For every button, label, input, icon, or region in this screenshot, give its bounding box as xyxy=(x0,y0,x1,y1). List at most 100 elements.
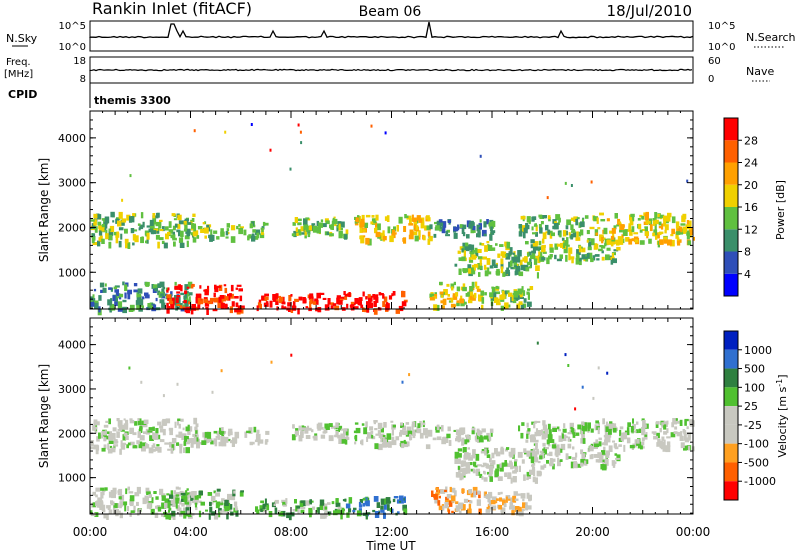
power-cell xyxy=(527,252,530,257)
velocity-cell xyxy=(517,493,521,496)
velocity-cell xyxy=(676,431,682,437)
velocity-cell xyxy=(209,438,212,442)
velocity-cell xyxy=(489,457,492,463)
velocity-cell xyxy=(354,422,359,425)
power-cell xyxy=(148,228,154,233)
power-cell xyxy=(581,254,586,260)
power-cell xyxy=(491,286,496,293)
power-cell xyxy=(117,220,122,227)
power-cell xyxy=(469,221,474,224)
velocity-cell xyxy=(136,486,141,494)
power-cell xyxy=(318,222,323,228)
velocity-cell xyxy=(680,442,685,449)
power-cell xyxy=(375,214,379,221)
sky-trace xyxy=(89,21,694,39)
velocity-cell xyxy=(340,428,345,431)
velocity-cell xyxy=(377,430,381,435)
velocity-cell xyxy=(481,449,485,452)
power-cell xyxy=(190,232,195,236)
velocity-cell xyxy=(572,446,575,450)
power-cell xyxy=(104,216,110,224)
power-cell xyxy=(98,295,102,301)
velocity-cell xyxy=(198,490,203,496)
velocity-cell xyxy=(102,488,105,496)
velocity-cell xyxy=(109,445,113,449)
time-axis-title: Time UT xyxy=(365,539,416,553)
power-cell xyxy=(590,257,594,263)
velocity-cell xyxy=(584,459,589,464)
velocity-colorbar-frame xyxy=(723,330,739,501)
power-cell xyxy=(560,242,565,248)
velocity-cell xyxy=(151,497,154,504)
velocity-cell xyxy=(521,459,525,464)
power-cell xyxy=(488,222,494,227)
velocity-cell xyxy=(447,502,451,505)
velocity-cell xyxy=(174,421,177,428)
velocity-cell xyxy=(572,432,576,438)
power-cell xyxy=(434,221,439,225)
power-cell xyxy=(362,307,365,312)
freq-left-label-2: [MHz] xyxy=(4,69,33,80)
power-cell xyxy=(652,220,656,226)
velocity-cell xyxy=(146,491,151,495)
power-cell xyxy=(117,301,123,309)
velocity-cell xyxy=(148,494,152,498)
power-cell xyxy=(213,292,216,298)
velocity-cell xyxy=(392,498,396,503)
velocity-cell xyxy=(476,499,481,506)
velocity-cell xyxy=(565,453,569,460)
velocity-cell xyxy=(183,513,187,519)
velocity-cell xyxy=(115,509,119,512)
power-cell xyxy=(229,293,232,297)
power-colorbar-tick-label: 4 xyxy=(744,268,751,281)
velocity-cell xyxy=(126,506,130,512)
power-cell xyxy=(338,300,343,305)
power-cell xyxy=(655,235,658,240)
power-cell xyxy=(593,216,598,222)
power-cell xyxy=(612,233,615,237)
velocity-cell xyxy=(300,431,304,438)
velocity-cell xyxy=(152,443,156,448)
power-cell xyxy=(161,288,165,293)
power-cell xyxy=(529,258,532,264)
velocity-cell xyxy=(227,493,232,500)
power-cell xyxy=(462,286,467,292)
velocity-cell xyxy=(356,510,362,517)
velocity-cell xyxy=(468,462,473,466)
power-cell xyxy=(370,221,376,225)
power-cell xyxy=(557,230,561,236)
velocity-cell xyxy=(341,439,346,444)
power-cell xyxy=(127,289,132,295)
velocity-cell xyxy=(117,428,123,431)
velocity-cell xyxy=(141,446,146,452)
freq-right-tick-top: 60 xyxy=(708,56,721,67)
velocity-cell xyxy=(95,494,98,498)
power-cell xyxy=(526,216,531,223)
velocity-cell xyxy=(325,430,328,434)
velocity-cell xyxy=(483,477,488,482)
velocity-cell xyxy=(424,435,429,439)
power-cell xyxy=(91,237,95,244)
power-cell xyxy=(170,304,175,309)
power-cell xyxy=(606,218,610,222)
power-cell xyxy=(633,232,639,235)
power-cell xyxy=(450,297,454,303)
velocity-cell xyxy=(133,505,136,513)
velocity-cell xyxy=(636,421,639,425)
power-cell xyxy=(316,292,321,299)
velocity-cell xyxy=(603,434,609,438)
power-cell xyxy=(146,225,151,228)
velocity-cell xyxy=(556,426,560,430)
velocity-cell xyxy=(274,507,278,514)
velocity-cell xyxy=(601,464,607,471)
power-cell xyxy=(687,240,692,246)
velocity-cell xyxy=(139,435,145,441)
velocity-cell xyxy=(172,513,176,520)
power-cell xyxy=(376,223,381,231)
velocity-cell xyxy=(404,441,407,445)
power-cell xyxy=(548,255,552,260)
power-cell xyxy=(598,248,603,252)
velocity-cell xyxy=(228,502,231,510)
velocity-cell xyxy=(344,436,347,439)
power-cell xyxy=(216,285,221,288)
